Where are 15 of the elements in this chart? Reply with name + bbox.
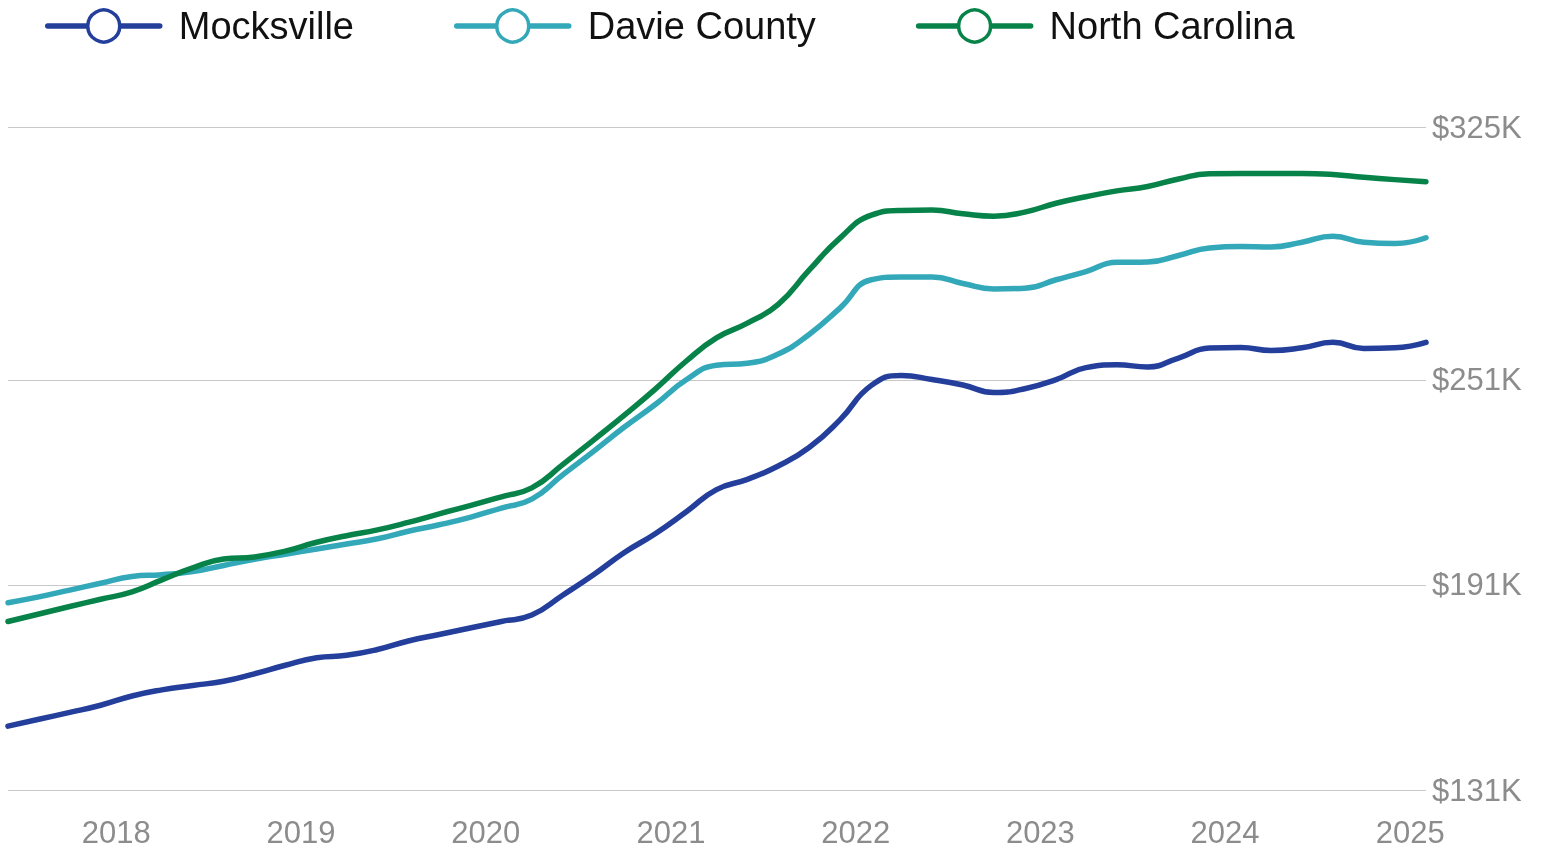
y-tick-label: $251K bbox=[1432, 362, 1522, 398]
legend-label: Davie County bbox=[587, 5, 816, 47]
legend-label: North Carolina bbox=[1049, 5, 1296, 47]
y-tick-label: $131K bbox=[1432, 772, 1522, 808]
y-tick-label: $191K bbox=[1432, 567, 1522, 603]
x-tick-label: 2025 bbox=[1375, 815, 1445, 850]
y-tick-label: $325K bbox=[1432, 109, 1522, 145]
legend-label: Mocksville bbox=[178, 5, 354, 47]
x-tick-label: 2021 bbox=[636, 815, 706, 850]
x-tick-label: 2023 bbox=[1005, 815, 1075, 850]
x-tick-label: 2022 bbox=[821, 815, 891, 850]
x-tick-label: 2019 bbox=[266, 815, 336, 850]
x-tick-label: 2018 bbox=[81, 815, 151, 850]
x-tick-label: 2020 bbox=[451, 815, 521, 850]
x-tick-label: 2024 bbox=[1190, 815, 1260, 850]
